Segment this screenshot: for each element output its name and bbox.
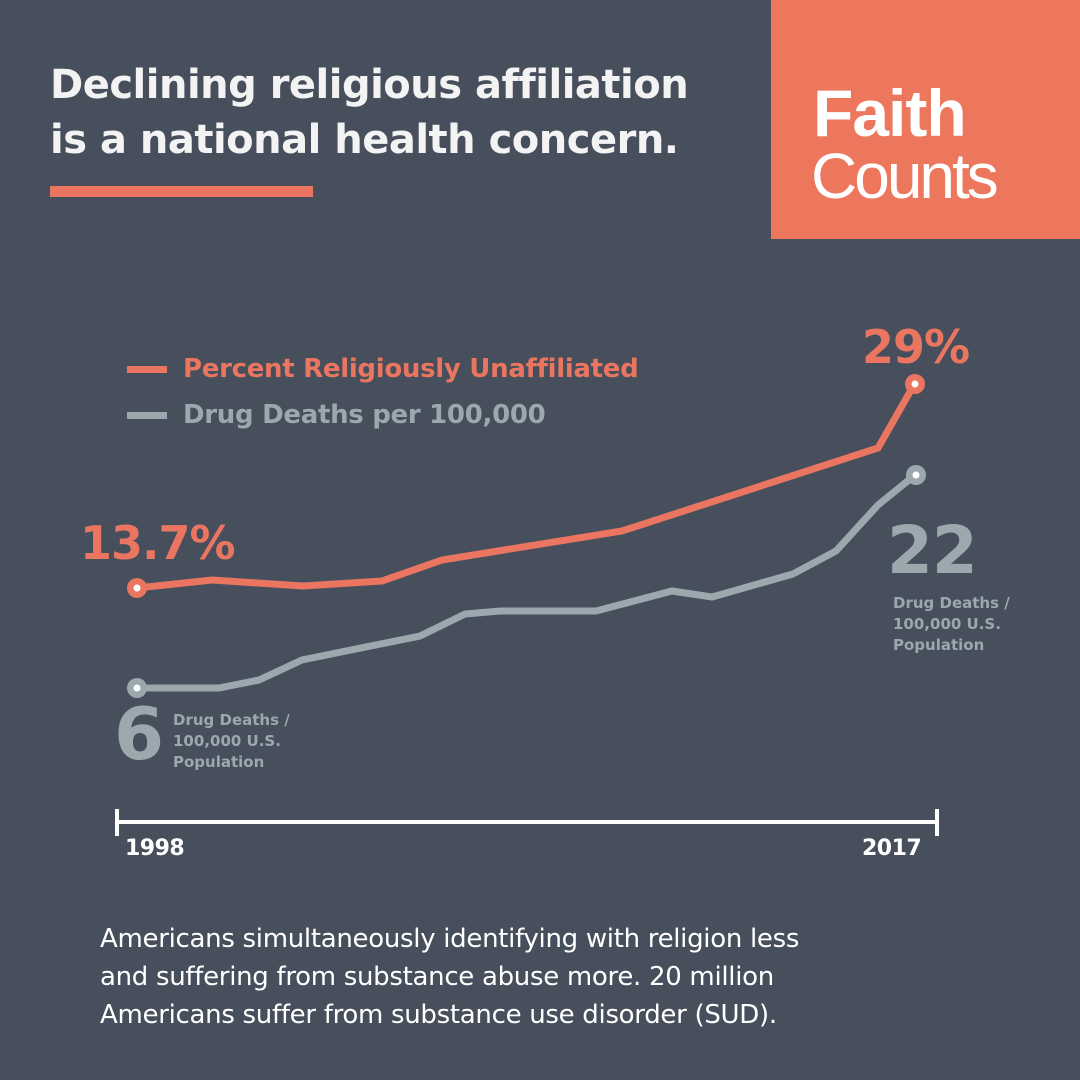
body-line-1: Americans simultaneously identifying wit…: [100, 924, 800, 954]
drug-deaths-end-value: 22: [887, 512, 978, 589]
headline: Declining religious affiliation is a nat…: [50, 58, 750, 168]
legend-label-unaffiliated: Percent Religiously Unaffiliated: [183, 354, 639, 384]
legend-label-drug-deaths: Drug Deaths per 100,000: [183, 400, 546, 430]
time-axis: [115, 809, 939, 836]
headline-line-2: is a national health concern.: [50, 117, 679, 163]
legend-swatch-gray: [127, 411, 167, 419]
title-underline: [50, 186, 313, 197]
unaffiliated-end-marker: [905, 374, 925, 394]
body-line-2: and suffering from substance abuse more.…: [100, 962, 774, 992]
note-line: Drug Deaths /: [893, 594, 1010, 612]
note-line: 100,000 U.S.: [893, 615, 1001, 633]
legend-item-drug-deaths: Drug Deaths per 100,000: [127, 392, 638, 438]
note-line: 100,000 U.S.: [173, 732, 281, 750]
drug-deaths-start-note: Drug Deaths / 100,000 U.S. Population: [173, 710, 290, 773]
headline-line-1: Declining religious affiliation: [50, 62, 689, 108]
note-line: Population: [173, 753, 265, 771]
axis-end-year: 2017: [862, 836, 922, 861]
unaffiliated-end-value: 29%: [862, 320, 970, 374]
faith-counts-logo: Faith Counts: [771, 0, 1080, 239]
axis-start-year: 1998: [125, 836, 185, 861]
body-paragraph: Americans simultaneously identifying wit…: [100, 920, 1020, 1034]
legend-swatch-orange: [127, 365, 167, 373]
drug-deaths-line: [137, 472, 918, 692]
drug-deaths-end-note: Drug Deaths / 100,000 U.S. Population: [893, 593, 1010, 656]
legend-item-unaffiliated: Percent Religiously Unaffiliated: [127, 346, 639, 392]
unaffiliated-line: [136, 381, 919, 592]
drug-deaths-start-value: 6: [114, 692, 164, 776]
unaffiliated-start-value: 13.7%: [80, 516, 236, 570]
note-line: Drug Deaths /: [173, 711, 290, 729]
body-line-3: Americans suffer from substance use diso…: [100, 1000, 777, 1030]
drug-deaths-start-marker: [127, 678, 147, 698]
logo-word-counts: Counts: [811, 140, 999, 212]
unaffiliated-start-marker: [127, 578, 147, 598]
logo-word-faith: Faith: [813, 76, 967, 150]
chart-legend: Percent Religiously Unaffiliated Drug De…: [127, 346, 639, 438]
note-line: Population: [893, 636, 985, 654]
drug-deaths-end-marker: [906, 465, 926, 485]
